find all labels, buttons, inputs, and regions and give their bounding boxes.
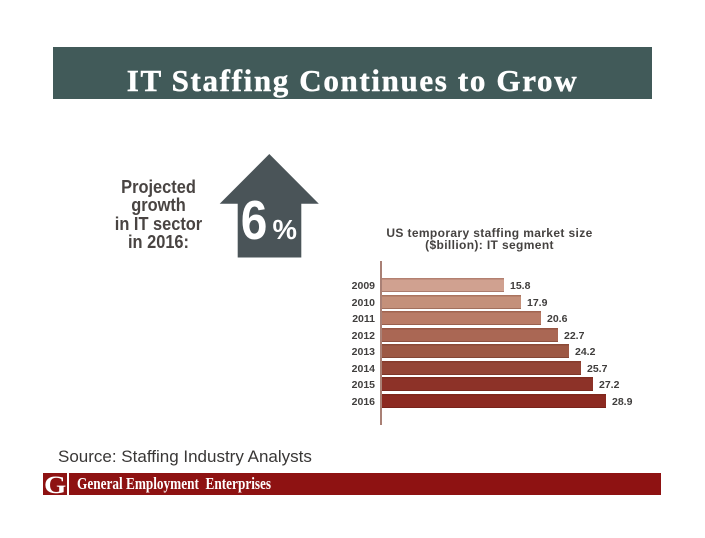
svg-text:6: 6 — [241, 189, 268, 251]
svg-text:%: % — [273, 214, 297, 245]
